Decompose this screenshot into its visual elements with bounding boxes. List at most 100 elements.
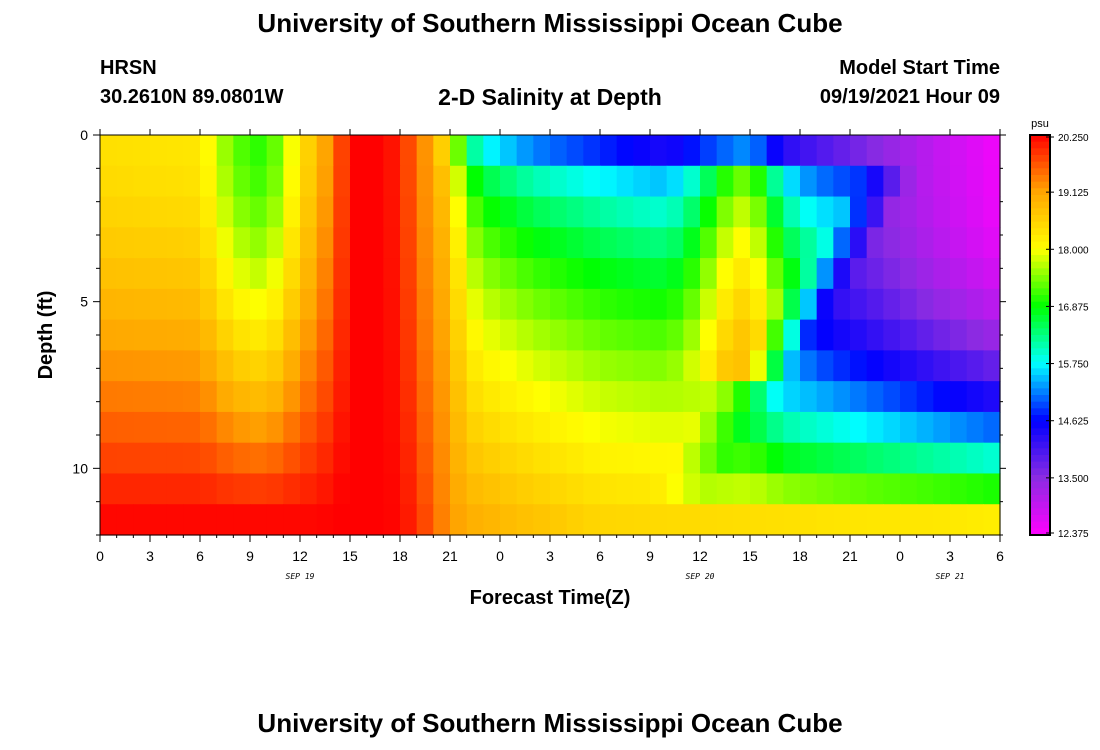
heatmap-cell	[633, 165, 651, 198]
heatmap-cell	[133, 288, 151, 321]
heatmap-cell	[850, 196, 868, 228]
heatmap-cell	[166, 227, 184, 259]
heatmap-cell	[266, 411, 284, 444]
heatmap-cell	[633, 473, 651, 505]
heatmap-cell	[833, 473, 851, 505]
colorbar-band	[1030, 275, 1050, 283]
colorbar-tick-label: 15.750	[1058, 360, 1089, 371]
heatmap-cell	[133, 135, 151, 167]
heatmap-cell	[866, 442, 884, 475]
heatmap-cell	[150, 196, 168, 228]
colorbar-band	[1030, 395, 1050, 403]
heatmap-cell	[200, 196, 218, 228]
heatmap-cell	[666, 227, 684, 259]
colorbar-band	[1030, 175, 1050, 183]
colorbar-band	[1030, 341, 1050, 349]
heatmap-cell	[550, 135, 568, 167]
heatmap-cell	[300, 319, 318, 351]
heatmap-cell	[750, 473, 768, 505]
heatmap-cell	[900, 258, 918, 290]
heatmap-cell	[483, 196, 501, 228]
heatmap-cell	[383, 473, 401, 505]
heatmap-cell	[633, 227, 651, 259]
heatmap-cell	[533, 442, 551, 475]
heatmap-cell	[966, 165, 984, 198]
heatmap-cell	[233, 411, 251, 444]
heatmap-cell	[600, 196, 618, 228]
heatmap-cell	[400, 381, 418, 413]
heatmap-cell	[133, 473, 151, 505]
heatmap-cell	[400, 288, 418, 321]
heatmap-cell	[166, 381, 184, 413]
heatmap-cell	[400, 504, 418, 536]
heatmap-cell	[783, 350, 801, 382]
heatmap-cell	[533, 504, 551, 536]
heatmap-cell	[216, 258, 234, 290]
heatmap-cell	[750, 258, 768, 290]
heatmap-cell	[133, 411, 151, 444]
heatmap-cell	[316, 288, 334, 321]
heatmap-cell	[250, 319, 268, 351]
heatmap-cell	[466, 319, 484, 351]
heatmap-cell	[333, 381, 351, 413]
heatmap-cell	[783, 473, 801, 505]
heatmap-cell	[383, 135, 401, 167]
heatmap-cell	[750, 165, 768, 198]
heatmap-cell	[366, 196, 384, 228]
heatmap-cell	[633, 381, 651, 413]
heatmap-cell	[533, 196, 551, 228]
heatmap-cell	[633, 411, 651, 444]
heatmap-cell	[400, 473, 418, 505]
x-tick-label: 6	[596, 548, 604, 564]
heatmap-cell	[200, 288, 218, 321]
heatmap-cell	[433, 381, 451, 413]
heatmap-cell	[150, 350, 168, 382]
heatmap-cell	[250, 442, 268, 475]
heatmap-cell	[233, 504, 251, 536]
heatmap-cell	[533, 165, 551, 198]
heatmap-cell	[700, 288, 718, 321]
heatmap-cell	[100, 350, 118, 382]
heatmap-cell	[466, 258, 484, 290]
heatmap-cell	[183, 258, 201, 290]
heatmap-cell	[850, 258, 868, 290]
heatmap-cell	[866, 319, 884, 351]
heatmap-cell	[683, 411, 701, 444]
heatmap-cell	[816, 319, 834, 351]
heatmap-cell	[716, 504, 734, 536]
heatmap-cell	[116, 504, 134, 536]
heatmap-cell	[383, 381, 401, 413]
heatmap-cell	[766, 165, 784, 198]
heatmap-cell	[833, 504, 851, 536]
heatmap-cell	[983, 442, 1001, 475]
heatmap-cell	[216, 288, 234, 321]
heatmap-cell	[550, 411, 568, 444]
heatmap-cell	[950, 165, 968, 198]
heatmap-cell	[250, 411, 268, 444]
heatmap-cell	[416, 381, 434, 413]
heatmap-cell	[466, 411, 484, 444]
heatmap-cell	[833, 381, 851, 413]
heatmap-cell	[366, 165, 384, 198]
colorbar-band	[1030, 261, 1050, 269]
heatmap-cell	[150, 473, 168, 505]
heatmap-cell	[966, 288, 984, 321]
heatmap-cell	[716, 381, 734, 413]
colorbar-band	[1030, 435, 1050, 443]
heatmap-cell	[166, 473, 184, 505]
colorbar-band	[1030, 288, 1050, 296]
heatmap-cell	[400, 135, 418, 167]
heatmap-cell	[733, 411, 751, 444]
heatmap-cell	[183, 473, 201, 505]
heatmap-cell	[100, 288, 118, 321]
heatmap-cell	[850, 319, 868, 351]
heatmap-cell	[366, 350, 384, 382]
heatmap-cell	[583, 135, 601, 167]
heatmap-cell	[700, 411, 718, 444]
heatmap-cell	[400, 319, 418, 351]
heatmap-cell	[550, 196, 568, 228]
heatmap-cell	[416, 258, 434, 290]
heatmap-cell	[733, 227, 751, 259]
colorbar-band	[1030, 161, 1050, 169]
heatmap-cell	[966, 411, 984, 444]
